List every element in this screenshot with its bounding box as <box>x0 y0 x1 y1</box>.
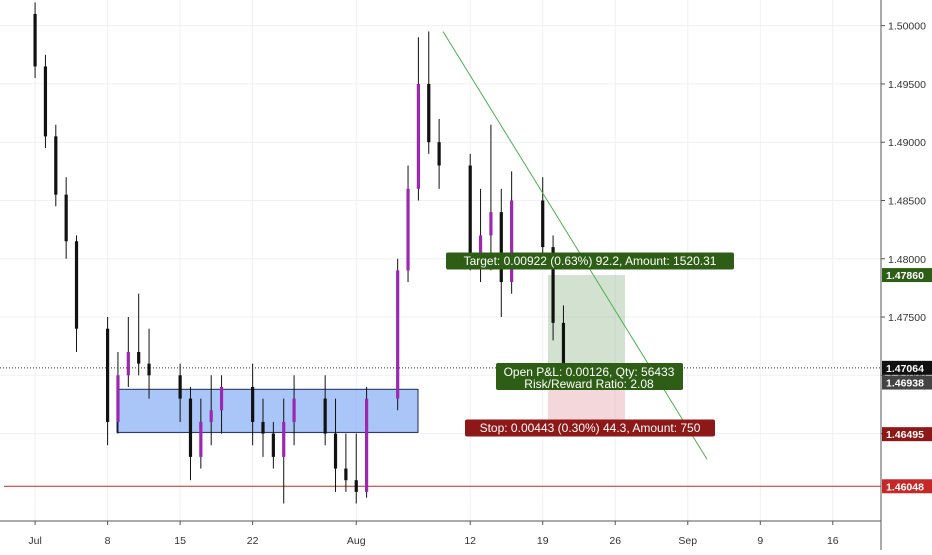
range-box[interactable] <box>116 388 419 433</box>
candle-body <box>271 433 275 457</box>
target-price-badge-bg <box>882 268 932 283</box>
candle-body <box>365 398 369 492</box>
support-price-badge: 1.46048 <box>886 481 924 493</box>
time-tick-label: 15 <box>174 535 186 547</box>
candle-body <box>188 398 193 457</box>
time-tick-label: Jul <box>28 535 41 547</box>
candle-body <box>561 322 566 369</box>
candle-body <box>323 398 327 434</box>
entry-price-badge-bg <box>882 375 932 390</box>
candle-body <box>333 433 338 469</box>
candle-body <box>147 363 151 376</box>
candle-body <box>199 421 203 457</box>
target-price-badge: 1.47860 <box>886 270 924 282</box>
candle-body <box>54 136 58 195</box>
candle-body <box>416 83 420 189</box>
stop-label: Stop: 0.00443 (0.30%) 44.3, Amount: 750 <box>480 421 701 435</box>
stop-label-bg <box>465 419 715 437</box>
candle-body <box>406 188 410 271</box>
candle-body <box>137 351 141 364</box>
time-tick-label: Sep <box>678 535 697 547</box>
candle-body <box>551 247 555 323</box>
grid-lines <box>0 0 881 521</box>
candle-body <box>427 83 431 143</box>
candle-body <box>282 421 286 457</box>
price-tick-label: 1.49000 <box>888 137 926 149</box>
time-tick-label: 19 <box>537 535 549 547</box>
candle-body <box>106 328 110 422</box>
candle-body <box>499 212 503 283</box>
candle-body <box>178 375 182 399</box>
candle-body <box>209 410 213 422</box>
time-tick-label: 9 <box>757 535 763 547</box>
candle-body <box>489 212 493 236</box>
candle-body <box>43 66 48 137</box>
open-pl-label: Open P&L: 0.00126, Qty: 56433 <box>504 365 675 379</box>
target-label-bg <box>446 252 734 270</box>
price-tick-label: 1.48000 <box>888 254 926 266</box>
time-tick-label: 26 <box>609 535 621 547</box>
rr-label: Risk/Reward Ratio: 2.08 <box>524 377 654 391</box>
current-price-badge-bg <box>882 360 932 375</box>
target-label: Target: 0.00922 (0.63%) 92.2, Amount: 15… <box>464 254 717 268</box>
candles <box>33 2 566 504</box>
candle-body <box>292 398 296 422</box>
candle-body <box>541 200 545 248</box>
candle-body <box>396 270 400 399</box>
open-pl-bg <box>496 363 683 390</box>
support-price-badge-bg <box>882 479 932 494</box>
time-tick-label: 8 <box>105 535 111 547</box>
candle-body <box>64 194 68 242</box>
candle-body <box>344 468 348 481</box>
candle-body <box>251 386 255 422</box>
candle-body <box>116 375 120 422</box>
current-price-badge: 1.47064 <box>886 363 924 375</box>
candle-body <box>478 235 483 259</box>
candle-body <box>74 241 79 329</box>
entry-price-badge: 1.46938 <box>886 378 924 390</box>
stop-price-badge-bg <box>882 427 932 442</box>
candle-body <box>437 142 441 166</box>
price-tick-label: 1.49500 <box>888 79 926 91</box>
time-tick-label: 22 <box>247 535 259 547</box>
candle-body <box>33 13 37 67</box>
time-tick-label: 16 <box>827 535 839 547</box>
candle-body <box>261 421 265 434</box>
stop-price-badge: 1.46495 <box>886 429 924 441</box>
candle-body <box>468 165 472 259</box>
time-tick-label: 12 <box>464 535 476 547</box>
price-tick-label: 1.50000 <box>888 21 926 33</box>
candle-body <box>354 480 358 492</box>
candle-body <box>126 351 130 376</box>
time-tick-label: Aug <box>347 535 366 547</box>
candle-body <box>219 386 224 411</box>
price-tick-label: 1.48500 <box>888 195 926 207</box>
price-tick-label: 1.47500 <box>888 312 926 324</box>
candle-body <box>510 200 514 283</box>
